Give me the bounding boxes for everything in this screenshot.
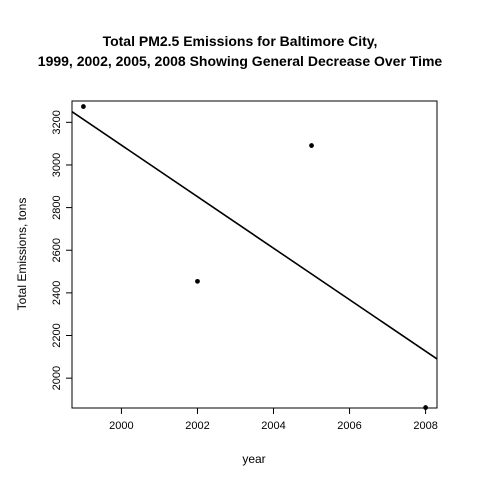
y-tick-label: 2400 [51, 281, 63, 305]
x-axis-label: year [242, 452, 265, 466]
y-tick-label: 2000 [51, 366, 63, 390]
data-point [81, 104, 86, 109]
y-tick-label: 2600 [51, 238, 63, 262]
y-tick-label: 3000 [51, 153, 63, 177]
x-tick-label: 2004 [261, 420, 285, 432]
x-axis: 2000 2002 2004 2006 2008 [109, 407, 438, 432]
data-point [309, 143, 314, 148]
trend-line [71, 110, 438, 360]
x-tick-label: 2006 [337, 420, 361, 432]
x-tick-label: 2008 [413, 420, 437, 432]
y-tick-label: 3200 [51, 110, 63, 134]
chart-title-line-1: Total PM2.5 Emissions for Baltimore City… [103, 33, 378, 49]
data-point [195, 278, 200, 284]
x-tick-label: 2002 [185, 420, 209, 432]
x-tick-label: 2000 [109, 420, 133, 432]
data-point [423, 405, 428, 410]
y-tick-label: 2800 [51, 195, 63, 219]
y-axis-label: Total Emissions, tons [15, 198, 29, 311]
chart-title-line-2: 1999, 2002, 2005, 2008 Showing General D… [38, 53, 443, 69]
y-tick-label: 2200 [51, 323, 63, 347]
y-axis: 2000 2200 2400 2600 2800 3000 3200 [51, 110, 73, 390]
trend-line-group [71, 110, 438, 360]
data-points [81, 104, 428, 410]
plot-frame [71, 100, 438, 409]
